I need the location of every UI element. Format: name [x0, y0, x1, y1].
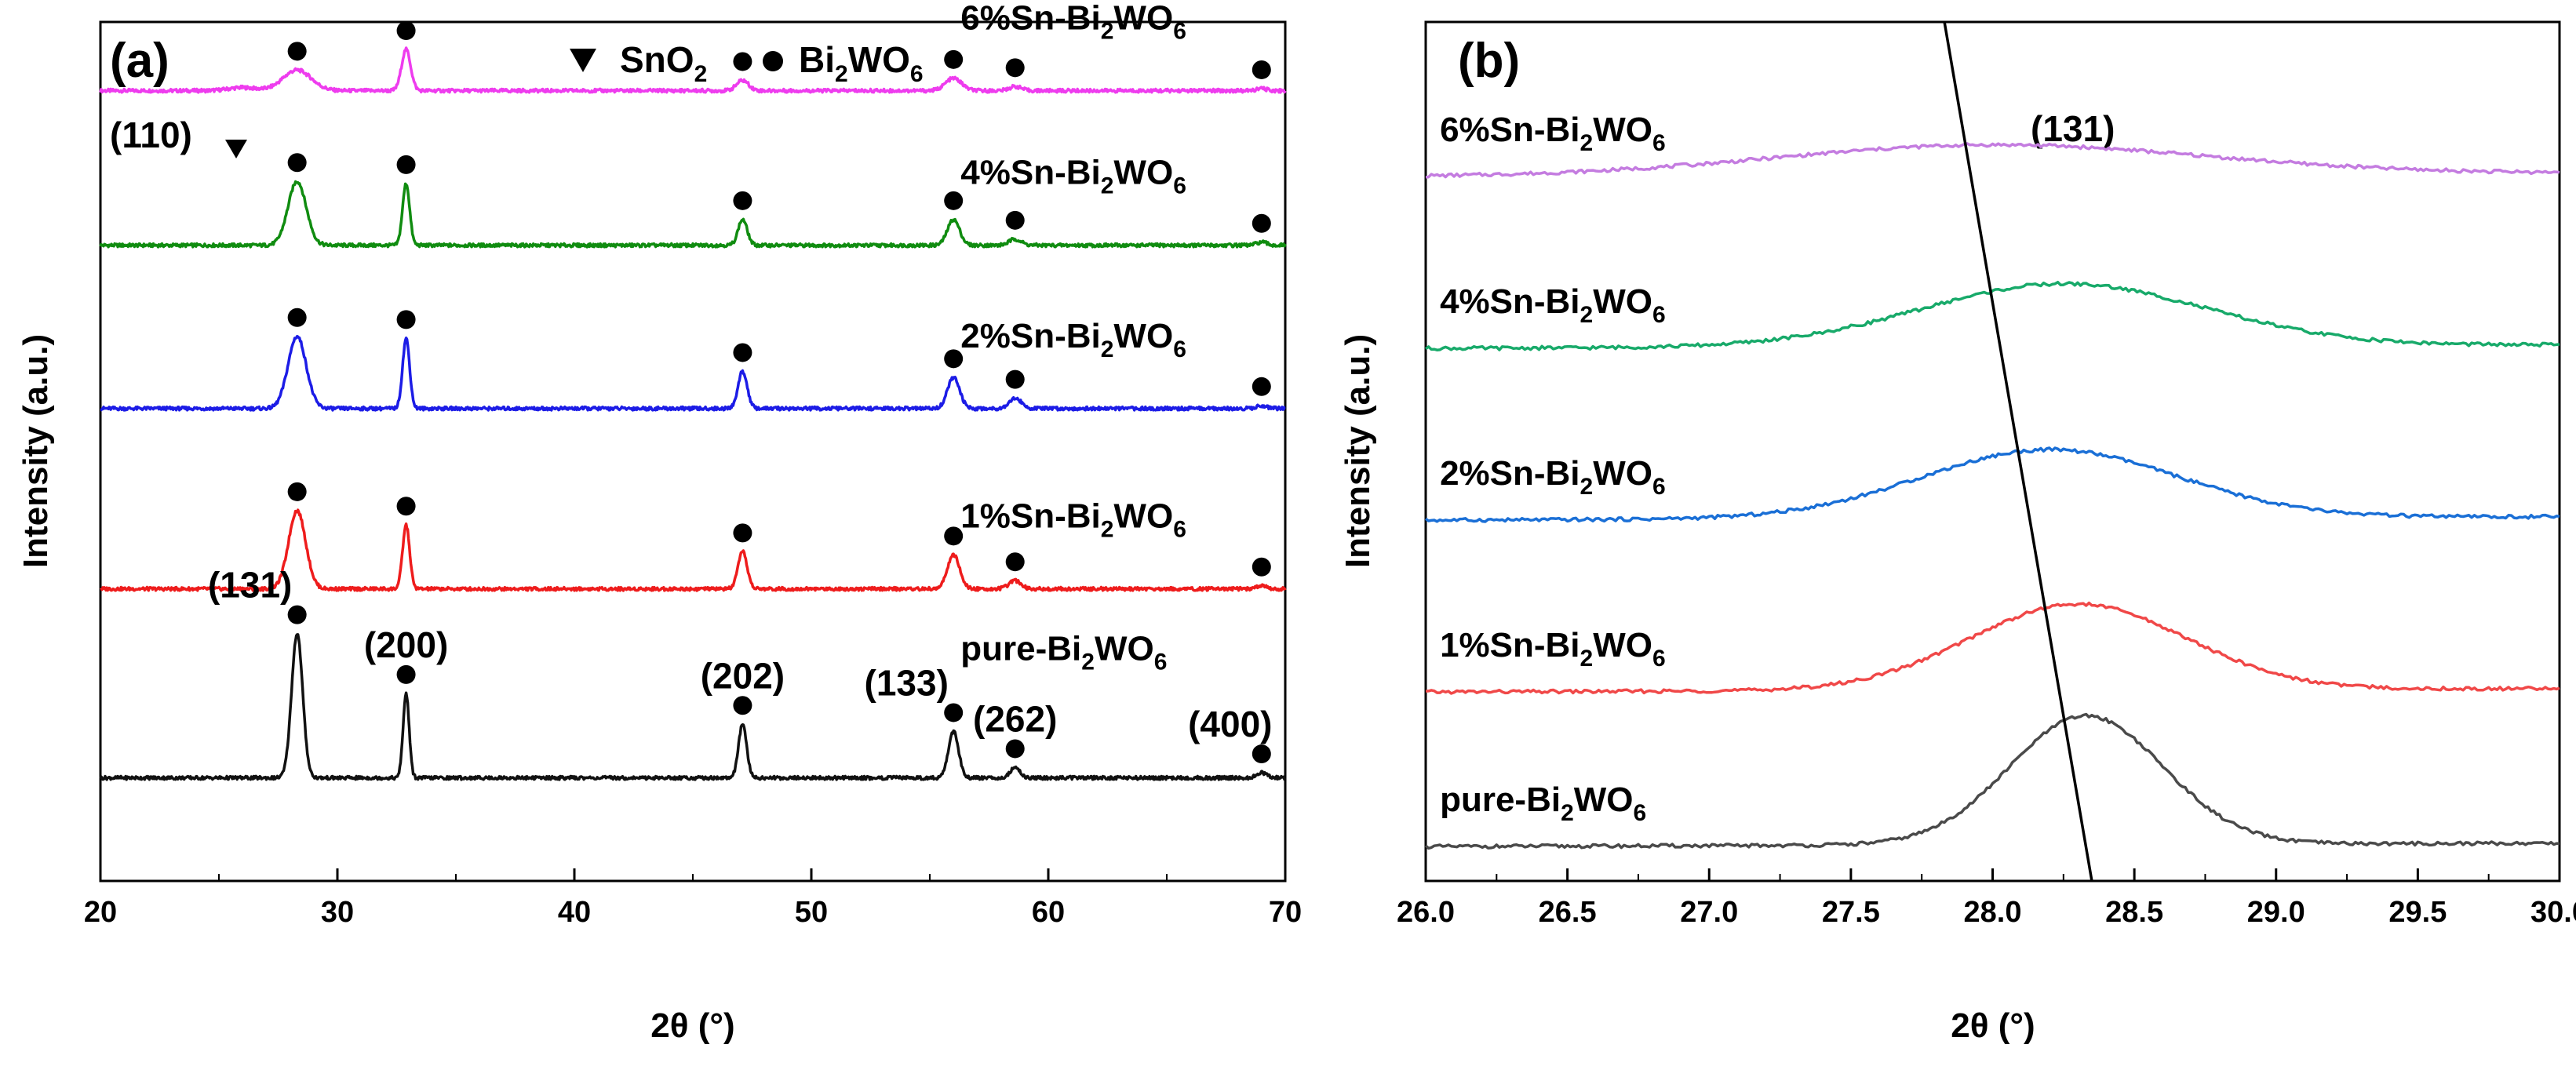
panel-b-x-tick-label: 27.5 — [1822, 896, 1880, 929]
bi2wo6-peak-marker-icon — [944, 526, 964, 546]
panel-b-x-tick-label: 28.5 — [2105, 896, 2163, 929]
panel-a-x-tick-label: 70 — [1269, 896, 1302, 929]
panel-b-series-line — [1426, 142, 2560, 179]
panel-a-series-line — [99, 180, 1287, 249]
panel-a-series-label: 4%Sn-Bi2WO6 — [960, 154, 1186, 199]
sno2-110-label: (110) — [110, 115, 192, 155]
panel-b-series-line — [1424, 446, 2560, 523]
bi2wo6-peak-marker-icon — [944, 191, 964, 210]
panel-b-frame — [1424, 20, 2561, 883]
panel-a-series-line — [99, 633, 1287, 781]
bi2wo6-peak-marker-icon — [1005, 739, 1025, 759]
panel-b-x-tick-label: 28.0 — [1964, 896, 2022, 929]
panel-a-peak-label: (200) — [364, 624, 448, 665]
bi2wo6-peak-marker-icon — [944, 703, 964, 722]
bi2wo6-peak-marker-icon — [1005, 369, 1025, 389]
panel-b-series-label: 4%Sn-Bi2WO6 — [1440, 282, 1666, 328]
panel-b-series-line — [1424, 712, 2560, 850]
panel-b-letter: (b) — [1458, 34, 1520, 88]
bi2wo6-peak-marker-icon — [1252, 213, 1271, 233]
panel-b-series-line — [1425, 601, 2560, 695]
bi2wo6-peak-marker-icon — [733, 696, 752, 715]
panel-a-peak-label: (133) — [865, 662, 949, 703]
panel-b-ylabel: Intensity (a.u.) — [1339, 334, 1377, 568]
panel-b-peak-label: (131) — [2031, 108, 2115, 149]
bi2wo6-peak-marker-icon — [1252, 557, 1271, 577]
bi2wo6-peak-marker-icon — [396, 310, 416, 329]
bi2wo6-legend-circle-icon — [763, 51, 783, 71]
bi2wo6-peak-marker-icon — [287, 42, 307, 61]
legend-bi2wo6-label: Bi2WO6 — [799, 39, 924, 87]
panel-a-peak-label: (202) — [701, 655, 785, 696]
panel-a-ylabel: Intensity (a.u.) — [16, 334, 55, 568]
bi2wo6-peak-marker-icon — [733, 191, 752, 210]
bi2wo6-peak-marker-icon — [733, 52, 752, 71]
bi2wo6-peak-marker-icon — [396, 664, 416, 684]
bi2wo6-peak-marker-icon — [1005, 210, 1025, 230]
bi2wo6-peak-marker-icon — [944, 349, 964, 369]
bi2wo6-peak-marker-icon — [944, 49, 964, 69]
panel-a-x-tick-label: 30 — [321, 896, 354, 929]
panel-a-series-label: 1%Sn-Bi2WO6 — [960, 497, 1186, 543]
panel-a-x-tick-label: 60 — [1032, 896, 1065, 929]
bi2wo6-peak-marker-icon — [1252, 377, 1271, 396]
panel-a-peak-label: (400) — [1188, 704, 1272, 744]
panel-a-x-tick-label: 50 — [795, 896, 828, 929]
panel-b-x-tick-label: 30.0 — [2530, 896, 2576, 929]
panel-b-series-label: 6%Sn-Bi2WO6 — [1440, 111, 1666, 156]
bi2wo6-peak-marker-icon — [1005, 58, 1025, 78]
legend-sno2-label: SnO2 — [620, 39, 707, 87]
bi2wo6-peak-marker-icon — [396, 155, 416, 174]
panel-b-xlabel: 2θ (°) — [1951, 1006, 2035, 1045]
bi2wo6-peak-marker-icon — [396, 21, 416, 41]
panel-b-x-tick-label: 26.5 — [1539, 896, 1597, 929]
bi2wo6-peak-marker-icon — [733, 343, 752, 362]
panel-a-series-line — [100, 508, 1287, 592]
panel-b-series-line — [1424, 280, 2560, 351]
panel-a-series-label: 6%Sn-Bi2WO6 — [960, 0, 1186, 45]
panel-a-xlabel: 2θ (°) — [650, 1006, 734, 1045]
panel-b-series-label: 2%Sn-Bi2WO6 — [1440, 454, 1666, 500]
panel-b-series-label: pure-Bi2WO6 — [1440, 781, 1646, 826]
panel-a-letter: (a) — [110, 34, 169, 88]
panel-b-plot: 26.0 26.5 27.0 27.5 28.0 28.5 29.0 29.5 30.0 6%Sn… — [1397, 21, 2576, 929]
panel-a-peak-label: (262) — [973, 698, 1057, 739]
panel-a-plot: 20 30 40 50 60 70 6%Sn-Bi2WO6 4%Sn-Bi2WO6 2%Sn-B… — [84, 0, 1302, 929]
bi2wo6-peak-marker-icon — [287, 308, 307, 327]
panel-a-series-label: pure-Bi2WO6 — [960, 630, 1167, 675]
panel-a-frame — [99, 20, 1287, 883]
panel-a-x-tick-label: 40 — [558, 896, 591, 929]
panel-b-x-tick-label: 29.0 — [2247, 896, 2305, 929]
bi2wo6-peak-marker-icon — [733, 523, 752, 543]
bi2wo6-peak-marker-icon — [396, 497, 416, 516]
panel-a-series-label: 2%Sn-Bi2WO6 — [960, 317, 1186, 362]
panel-b-x-tick-label: 26.0 — [1397, 896, 1455, 929]
panel-a-peak-label: (131) — [208, 565, 292, 606]
panel-b-series-label: 1%Sn-Bi2WO6 — [1440, 626, 1666, 671]
panel-b-peak-shift-guide — [1943, 21, 2093, 882]
bi2wo6-peak-marker-icon — [287, 153, 307, 173]
bi2wo6-peak-marker-icon — [1005, 552, 1025, 572]
panel-a-series-line — [100, 334, 1286, 412]
panel-b-x-tick-label: 29.5 — [2388, 896, 2447, 929]
panel-a-series-line — [99, 46, 1287, 94]
bi2wo6-peak-marker-icon — [1252, 60, 1271, 79]
panel-a-legend: SnO2 Bi2WO6 — [570, 39, 924, 87]
bi2wo6-peak-marker-icon — [287, 482, 307, 501]
sno2-legend-triangle-icon — [570, 49, 596, 72]
panel-b-x-tick-label: 27.0 — [1680, 896, 1738, 929]
panel-a-x-tick-label: 20 — [84, 896, 117, 929]
bi2wo6-peak-marker-icon — [287, 605, 307, 624]
sno2-110-triangle-icon — [225, 140, 247, 158]
bi2wo6-peak-marker-icon — [1252, 744, 1271, 764]
